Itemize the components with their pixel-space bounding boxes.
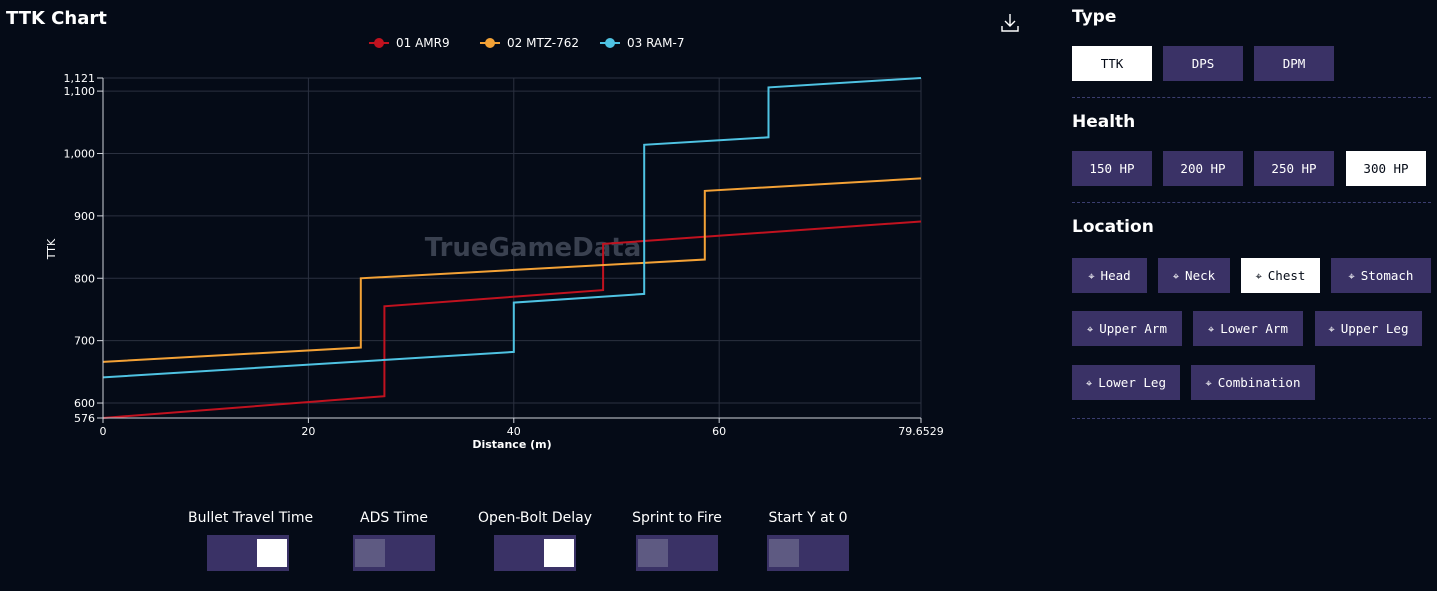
location-head-button[interactable]: ⌖ Head (1072, 258, 1147, 293)
button-label: DPM (1282, 56, 1306, 71)
crosshair-icon: ⌖ (1328, 323, 1335, 336)
crosshair-icon: ⌖ (1348, 270, 1355, 283)
location-upper-leg-button[interactable]: ⌖ Upper Leg (1315, 311, 1422, 346)
y-tick-label: 800 (74, 272, 95, 285)
button-label: DPS (1191, 56, 1215, 71)
button-label: Combination (1217, 375, 1301, 390)
button-label: 200 HP (1180, 161, 1226, 176)
toggle-switch[interactable] (636, 535, 718, 571)
x-tick-label: 79.6529 (898, 425, 944, 438)
x-tick-label: 20 (301, 425, 315, 438)
location-lower-leg-button[interactable]: ⌖ Lower Leg (1072, 365, 1180, 400)
button-label: 250 HP (1271, 161, 1317, 176)
y-tick-label: 900 (74, 210, 95, 223)
legend-swatch-dot (374, 38, 384, 48)
series-line-3 (102, 77, 922, 379)
divider (1072, 97, 1431, 98)
toggle-knob (769, 539, 799, 567)
button-label: 300 HP (1363, 161, 1409, 176)
legend-item-label: 02 MTZ-762 (507, 36, 579, 50)
toggle-knob (638, 539, 668, 567)
toggle-group: ADS Time (334, 510, 454, 571)
toggle-knob (355, 539, 385, 567)
toggle-knob (544, 539, 574, 567)
y-tick-label: 1,100 (64, 85, 96, 98)
divider (1072, 202, 1431, 203)
type-dps-button[interactable]: DPS (1163, 46, 1243, 81)
toggle-switch[interactable] (767, 535, 849, 571)
toggle-switch[interactable] (207, 535, 289, 571)
button-label: Lower Arm (1220, 321, 1288, 336)
x-tick-label: 40 (507, 425, 521, 438)
y-tick-label: 700 (74, 335, 95, 348)
toggle-group: Open-Bolt Delay (475, 510, 595, 571)
x-axis-label: Distance (m) (472, 438, 551, 451)
y-tick-label: 576 (74, 412, 95, 425)
button-label: Upper Arm (1099, 321, 1167, 336)
crosshair-icon: ⌖ (1086, 377, 1093, 390)
button-label: Neck (1185, 268, 1216, 283)
legend-swatch-dot (605, 38, 615, 48)
chart-legend: 01 AMR9 02 MTZ-762 03 RAM-7 (369, 36, 684, 50)
toggle-switch[interactable] (353, 535, 435, 571)
series-line-2 (102, 177, 922, 363)
divider (1072, 418, 1431, 419)
health-200-hp-button[interactable]: 200 HP (1163, 151, 1243, 186)
toggle-label: Bullet Travel Time (188, 510, 314, 526)
watermark: TrueGameData (425, 233, 642, 263)
legend-item-label: 03 RAM-7 (627, 36, 684, 50)
type-section-title: Type (1072, 7, 1117, 27)
button-label: Upper Leg (1340, 321, 1409, 336)
toggle-switch[interactable] (494, 535, 576, 571)
toggle-label: Open-Bolt Delay (477, 510, 593, 526)
toggle-label: Start Y at 0 (768, 510, 848, 526)
y-tick-label: 1,000 (64, 147, 96, 160)
crosshair-icon: ⌖ (1087, 323, 1094, 336)
crosshair-icon: ⌖ (1205, 377, 1212, 390)
toggle-label: Sprint to Fire (632, 510, 722, 526)
button-label: Stomach (1360, 268, 1414, 283)
health-250-hp-button[interactable]: 250 HP (1254, 151, 1334, 186)
legend-item-label: 01 AMR9 (396, 36, 450, 50)
button-label: TTK (1100, 56, 1124, 71)
toggle-group: Start Y at 0 (748, 510, 868, 571)
button-label: Chest (1267, 268, 1306, 283)
toggle-group: Bullet Travel Time (188, 510, 314, 571)
location-lower-arm-button[interactable]: ⌖ Lower Arm (1193, 311, 1303, 346)
ttk-chart: TrueGameData 5766007008009001,0001,1001,… (45, 36, 944, 451)
health-150-hp-button[interactable]: 150 HP (1072, 151, 1152, 186)
toggle-label: ADS Time (360, 510, 428, 526)
toggle-knob (257, 539, 287, 567)
y-axis-label: TTK (45, 238, 58, 260)
crosshair-icon: ⌖ (1255, 270, 1262, 283)
type-ttk-button[interactable]: TTK (1072, 46, 1152, 81)
download-icon[interactable] (1000, 12, 1020, 34)
chart-grid (102, 77, 922, 419)
chart-series (102, 77, 922, 419)
location-neck-button[interactable]: ⌖ Neck (1158, 258, 1230, 293)
button-label: Head (1100, 268, 1131, 283)
button-label: 150 HP (1089, 161, 1135, 176)
health-section-title: Health (1072, 112, 1136, 132)
type-dpm-button[interactable]: DPM (1254, 46, 1334, 81)
toggle-group: Sprint to Fire (617, 510, 737, 571)
location-combination-button[interactable]: ⌖ Combination (1191, 365, 1315, 400)
location-stomach-button[interactable]: ⌖ Stomach (1331, 258, 1431, 293)
crosshair-icon: ⌖ (1208, 323, 1215, 336)
health-300-hp-button[interactable]: 300 HP (1346, 151, 1426, 186)
y-tick-label: 600 (74, 397, 95, 410)
location-upper-arm-button[interactable]: ⌖ Upper Arm (1072, 311, 1182, 346)
legend-swatch-dot (485, 38, 495, 48)
y-tick-label: 1,121 (64, 72, 96, 85)
location-section-title: Location (1072, 217, 1154, 237)
x-tick-label: 0 (100, 425, 107, 438)
location-chest-button[interactable]: ⌖ Chest (1241, 258, 1320, 293)
series-line-1 (102, 220, 922, 419)
x-tick-label: 60 (712, 425, 726, 438)
chart-title: TTK Chart (6, 8, 107, 29)
crosshair-icon: ⌖ (1088, 270, 1095, 283)
button-label: Lower Leg (1098, 375, 1166, 390)
crosshair-icon: ⌖ (1172, 270, 1180, 283)
